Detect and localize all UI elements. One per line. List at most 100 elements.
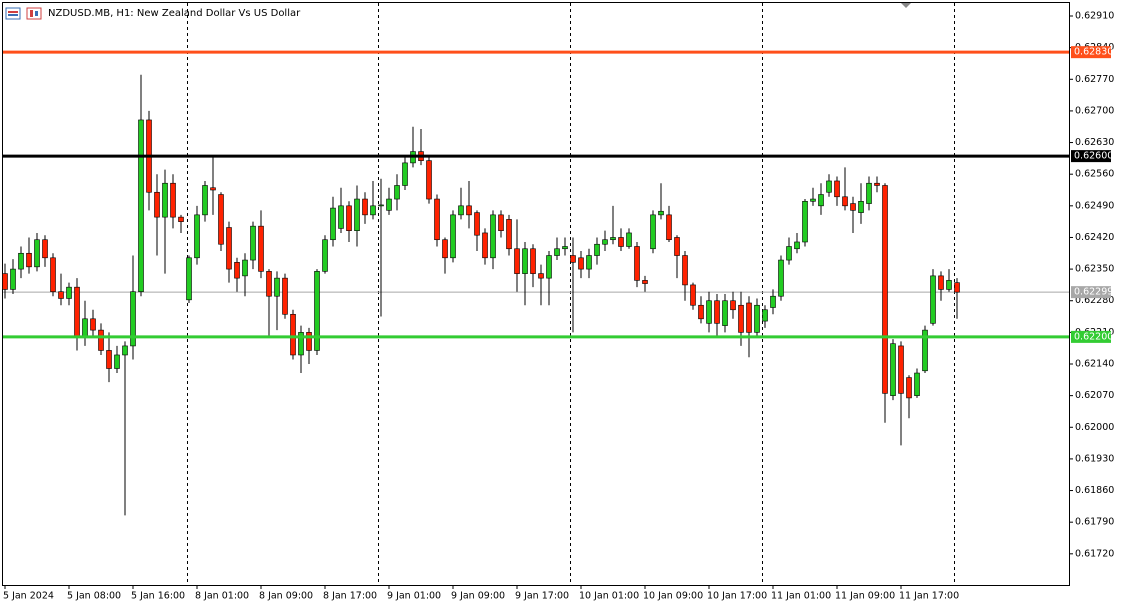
candle-body bbox=[786, 246, 792, 261]
candle-body bbox=[602, 239, 608, 245]
candle-body bbox=[66, 286, 72, 299]
candle-body bbox=[250, 225, 256, 261]
x-tick-label: 11 Jan 09:00 bbox=[835, 591, 895, 602]
candle-body bbox=[586, 255, 592, 270]
icon bbox=[5, 7, 21, 20]
x-tick-label: 9 Jan 01:00 bbox=[387, 591, 441, 602]
candle-body bbox=[890, 343, 896, 396]
candle-body bbox=[594, 243, 600, 256]
candle-body bbox=[858, 201, 864, 213]
level-label-box bbox=[1071, 46, 1111, 59]
icon bbox=[35, 11, 38, 16]
candle-body bbox=[658, 210, 664, 216]
level-label-box bbox=[1071, 150, 1111, 163]
candle-body bbox=[130, 291, 136, 347]
candle-body bbox=[74, 286, 80, 338]
icon bbox=[8, 11, 18, 13]
y-tick-label: 0.62700 bbox=[1075, 105, 1114, 116]
candle-body bbox=[938, 275, 944, 290]
candle-body bbox=[954, 282, 960, 293]
candle-body bbox=[298, 332, 304, 356]
candle-body bbox=[554, 248, 560, 256]
level-label-box bbox=[1071, 330, 1111, 343]
x-tick-label: 8 Jan 09:00 bbox=[259, 591, 313, 602]
candle-body bbox=[218, 194, 224, 245]
candle-body bbox=[58, 291, 64, 299]
y-tick-label: 0.62630 bbox=[1075, 137, 1114, 148]
candle-body bbox=[674, 237, 680, 256]
candle-body bbox=[306, 332, 312, 351]
candle-body bbox=[202, 185, 208, 216]
y-tick-label: 0.62000 bbox=[1075, 422, 1114, 433]
icon bbox=[30, 10, 33, 17]
y-tick-label: 0.62490 bbox=[1075, 200, 1114, 211]
y-tick-label: 0.62420 bbox=[1075, 232, 1114, 243]
candle-body bbox=[506, 219, 512, 250]
candle-body bbox=[50, 257, 56, 292]
candle-body bbox=[402, 162, 408, 186]
candle-body bbox=[98, 329, 104, 351]
x-tick-label: 10 Jan 09:00 bbox=[643, 591, 703, 602]
x-tick-label: 8 Jan 01:00 bbox=[195, 591, 249, 602]
candle-body bbox=[618, 237, 624, 247]
candle-body bbox=[450, 214, 456, 259]
candle-body bbox=[266, 271, 272, 297]
plot-frame bbox=[2, 2, 1070, 586]
candle-body bbox=[714, 300, 720, 324]
candle-body bbox=[114, 354, 120, 369]
candle-body bbox=[666, 214, 672, 241]
candle-body bbox=[290, 313, 296, 356]
x-tick-label: 10 Jan 17:00 bbox=[707, 591, 767, 602]
candle-body bbox=[730, 300, 736, 311]
candle-body bbox=[778, 259, 784, 297]
candle-body bbox=[826, 180, 832, 193]
candle-body bbox=[634, 246, 640, 281]
candle-body bbox=[226, 227, 232, 270]
y-tick-label: 0.61930 bbox=[1075, 453, 1114, 464]
candle-body bbox=[258, 225, 264, 272]
candle-body bbox=[818, 194, 824, 207]
x-tick-label: 5 Jan 08:00 bbox=[67, 591, 121, 602]
candle-body bbox=[474, 212, 480, 236]
x-tick-label: 9 Jan 09:00 bbox=[451, 591, 505, 602]
candle-body bbox=[154, 191, 160, 218]
candle-body bbox=[690, 284, 696, 306]
candle-body bbox=[194, 214, 200, 259]
candle-body bbox=[562, 246, 568, 250]
level-label: 0.62830 bbox=[1074, 47, 1113, 58]
candle-body bbox=[282, 277, 288, 315]
candle-body bbox=[898, 345, 904, 394]
candle-body bbox=[706, 300, 712, 324]
candle-body bbox=[610, 237, 616, 241]
candle-body bbox=[794, 241, 800, 250]
y-tick-label: 0.62560 bbox=[1075, 169, 1114, 180]
candle-body bbox=[314, 271, 320, 351]
candle-body bbox=[338, 205, 344, 229]
y-tick-label: 0.62280 bbox=[1075, 295, 1114, 306]
candle-body bbox=[42, 239, 48, 259]
candle-body bbox=[770, 295, 776, 308]
candle-body bbox=[810, 198, 816, 202]
candle-body bbox=[362, 198, 368, 216]
candle-body bbox=[90, 318, 96, 331]
candle-body bbox=[882, 185, 888, 394]
candle-body bbox=[386, 198, 392, 211]
candle-body bbox=[170, 182, 176, 218]
candle-body bbox=[906, 377, 912, 399]
candle-body bbox=[162, 182, 168, 218]
y-tick-label: 0.61720 bbox=[1075, 548, 1114, 559]
candle-body bbox=[682, 255, 688, 286]
candle-body bbox=[570, 255, 576, 263]
candle-body bbox=[370, 205, 376, 216]
candle-body bbox=[490, 214, 496, 259]
x-tick-label: 8 Jan 17:00 bbox=[323, 591, 377, 602]
last-price-label: 0.62299 bbox=[1074, 287, 1113, 298]
candle-body bbox=[762, 309, 768, 322]
candle-body bbox=[522, 248, 528, 274]
candle-body bbox=[514, 248, 520, 274]
icon bbox=[8, 14, 18, 16]
candle-body bbox=[930, 275, 936, 324]
candle-body bbox=[538, 273, 544, 279]
x-tick-label: 9 Jan 17:00 bbox=[515, 591, 569, 602]
candle-body bbox=[346, 205, 352, 231]
